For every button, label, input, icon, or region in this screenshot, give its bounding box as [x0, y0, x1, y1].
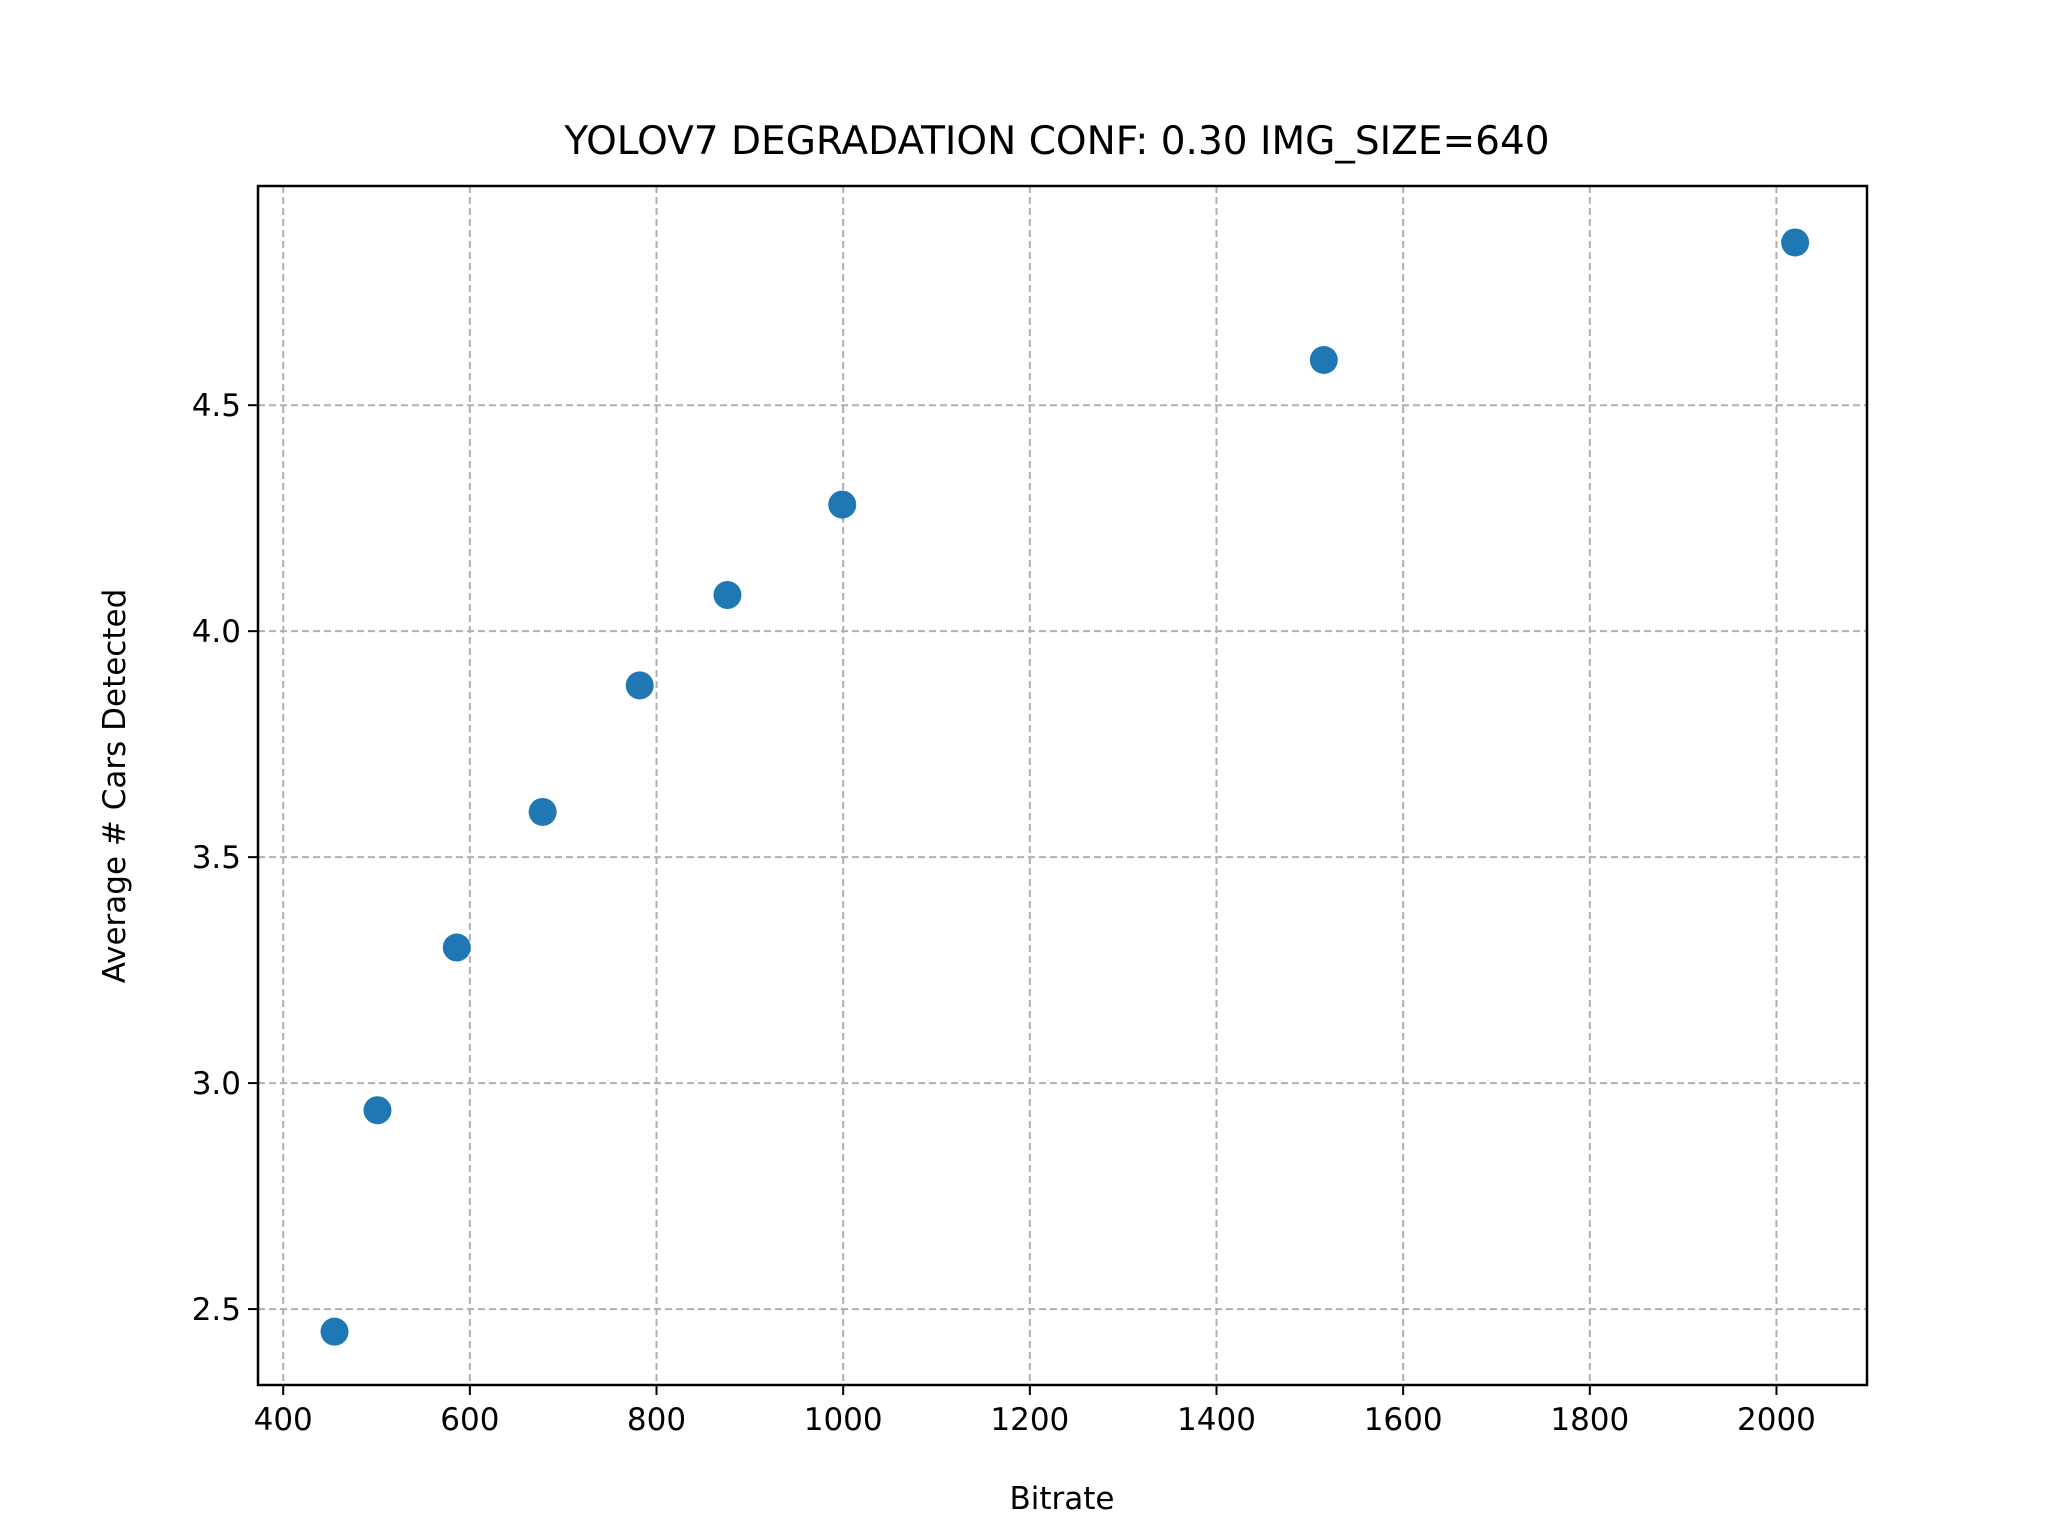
y-tick-label: 3.5: [192, 840, 241, 876]
y-tick-label: 3.0: [192, 1066, 241, 1102]
scatter-point: [363, 1096, 392, 1125]
data-points: [320, 228, 1810, 1346]
scatter-point: [528, 797, 557, 826]
scatter-point: [1309, 345, 1338, 374]
x-tick-label: 600: [440, 1402, 499, 1438]
x-axis-label: Bitrate: [1009, 1481, 1114, 1517]
x-tick-label: 1000: [804, 1402, 883, 1438]
scatter-point: [828, 490, 857, 519]
x-tick-label: 800: [627, 1402, 686, 1438]
x-tick-label: 1400: [1177, 1402, 1256, 1438]
x-tick-label: 400: [254, 1402, 313, 1438]
x-tick-label: 1800: [1550, 1402, 1629, 1438]
scatter-point: [625, 671, 654, 700]
scatter-point: [1781, 228, 1810, 257]
chart-title: YOLOV7 DEGRADATION CONF: 0.30 IMG_SIZE=6…: [563, 119, 1549, 164]
y-tick-label: 4.0: [192, 614, 241, 650]
plot-frame: [256, 184, 1869, 1387]
scatter-point: [713, 581, 742, 610]
x-tick-label: 1600: [1364, 1402, 1443, 1438]
y-tick-label: 2.5: [192, 1292, 241, 1328]
axis-ticks: 400 600 800 1000 1200 1400 1600 1800 2000 2.5 3.0 3…: [192, 388, 1816, 1438]
x-tick-label: 2000: [1737, 1402, 1816, 1438]
y-tick-label: 4.5: [192, 388, 241, 424]
grid: [258, 186, 1867, 1385]
y-axis-label: Average # Cars Detected: [97, 589, 133, 984]
x-tick-label: 1200: [990, 1402, 1069, 1438]
scatter-point: [320, 1317, 349, 1346]
scatter-point: [442, 933, 471, 962]
